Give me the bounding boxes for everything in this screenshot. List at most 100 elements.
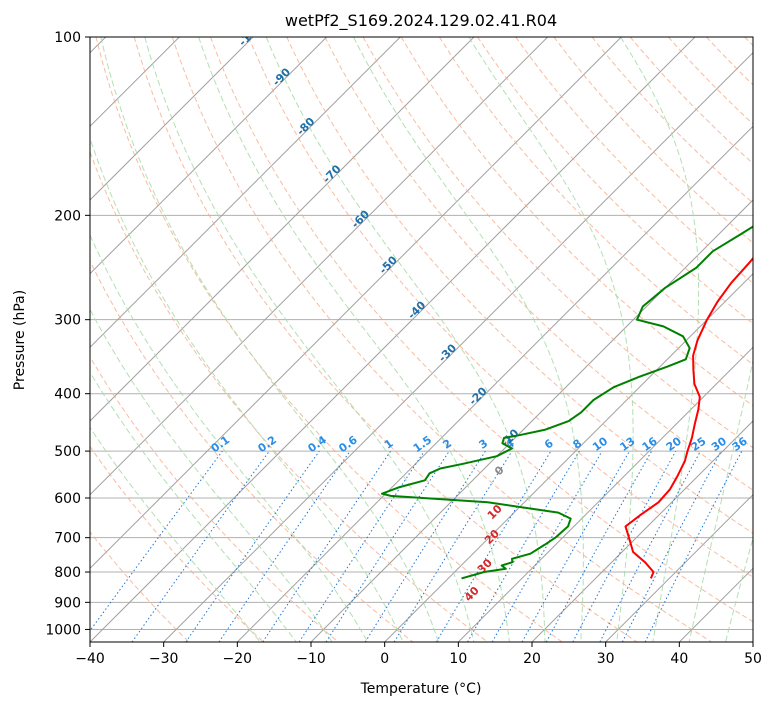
dry-adiabat-label: -60 — [349, 207, 372, 230]
dry-adiabat-label: -100 — [236, 20, 265, 49]
isotherm-line — [90, 37, 622, 570]
moist-adiabat-line — [144, 37, 475, 642]
x-tick-label: −20 — [223, 651, 253, 667]
mixing-ratio-line — [90, 450, 223, 632]
dry-adiabat-line — [90, 259, 414, 642]
dry-adiabat-line — [286, 37, 753, 534]
mixing-ratio-line — [599, 450, 701, 642]
mixing-ratio-line — [644, 450, 743, 642]
temperature-profile-line — [624, 256, 753, 579]
chart-title: wetPf2_S169.2024.129.02.41.R04 — [285, 11, 557, 31]
x-tick-label: −40 — [75, 651, 105, 667]
mixing-ratio-line — [131, 450, 270, 642]
moist-adiabat-line — [90, 136, 404, 642]
isotherm-line — [90, 37, 696, 642]
dry-adiabat-line — [90, 445, 264, 642]
x-tick-label: −10 — [296, 651, 326, 667]
dry-adiabat-line — [362, 37, 753, 449]
mixing-ratio-line — [521, 450, 630, 642]
moist-adiabat-line — [265, 37, 546, 642]
mixing-ratio-line — [621, 450, 722, 642]
mixing-ratio-label: 1.5 — [411, 433, 434, 455]
y-axis-title: Pressure (hPa) — [12, 290, 28, 390]
moist-adiabat-line — [90, 233, 369, 642]
dewpoint-profile-line — [381, 225, 753, 580]
mixing-ratio-line — [325, 450, 450, 642]
dry-adiabat-line — [515, 37, 753, 284]
dry-adiabat-label: -30 — [436, 341, 459, 364]
moist-adiabat-line — [353, 37, 584, 642]
dry-adiabat-line — [210, 37, 753, 623]
dry-adiabat-line — [248, 37, 753, 578]
dry-adiabat-line — [400, 37, 753, 407]
dry-adiabat-line — [438, 37, 753, 366]
mixing-ratio-label: 0.1 — [209, 433, 232, 455]
mixing-ratio-line — [262, 450, 392, 642]
x-tick-label: 30 — [597, 651, 615, 667]
mixing-ratio-label: 0.6 — [336, 433, 360, 455]
isotherm-line — [163, 51, 753, 642]
dry-adiabat-line — [706, 37, 753, 86]
y-axis: 100 200 300 400 500 600 700 800 900 1000 — [45, 30, 90, 638]
isotherm-line — [605, 493, 753, 642]
isotherm-line — [310, 199, 753, 642]
plot-frame — [89, 36, 754, 643]
isotherm-line — [531, 420, 753, 642]
mixing-ratio-label: 0.4 — [306, 433, 330, 455]
moist-adiabat-line — [198, 37, 510, 642]
mixing-ratio-line — [218, 450, 351, 642]
dry-adiabat-label: -10 — [498, 426, 521, 449]
dry-adiabat-line — [553, 37, 753, 244]
dry-adiabat-line — [171, 37, 712, 642]
x-axis: −40 −30 −20 −10 0 10 20 30 40 50 — [75, 642, 762, 667]
y-tick-label: 700 — [54, 531, 81, 547]
y-tick-label: 200 — [54, 208, 81, 224]
dry-adiabat-label: -70 — [320, 162, 343, 185]
moist-adiabat-line — [90, 426, 261, 642]
moist-adiabat-label: 0 — [492, 463, 507, 478]
mixing-ratio-line — [185, 450, 320, 642]
x-axis-title: Temperature (°C) — [360, 681, 482, 697]
x-tick-label: 50 — [744, 651, 762, 667]
isotherm-line — [752, 641, 753, 642]
dry-adiabat-line — [133, 37, 638, 642]
moist-adiabat-label: 20 — [482, 527, 502, 547]
y-tick-label: 800 — [54, 565, 81, 581]
isotherm-line — [384, 272, 753, 642]
isotherm-line — [90, 37, 549, 496]
moist-adiabat-line — [90, 308, 333, 642]
mixing-ratio-label: 6 — [542, 437, 556, 452]
plot-area: 0.1 0.2 0.4 0.6 1 1.5 2 3 4 6 8 10 13 16 20 25 30 36-100-… — [90, 20, 775, 642]
y-tick-label: 300 — [54, 313, 81, 329]
dry-adiabat-line — [324, 37, 753, 491]
x-tick-label: 40 — [670, 651, 688, 667]
x-tick-label: 0 — [380, 651, 389, 667]
dry-adiabat-line — [90, 356, 339, 642]
isotherm-line — [457, 346, 753, 642]
mixing-ratio-line — [435, 450, 552, 642]
dry-adiabat-line — [90, 531, 190, 642]
y-tick-label: 600 — [54, 491, 81, 507]
y-tick-label: 100 — [54, 30, 81, 46]
moist-adiabat-line — [688, 358, 753, 642]
isotherm-line — [90, 37, 254, 201]
moist-adiabat-line — [620, 37, 700, 642]
isotherm-line — [90, 37, 401, 349]
dry-adiabat-line — [90, 150, 488, 642]
mixing-ratio-label: 3 — [477, 437, 491, 452]
moist-adiabat-line — [762, 37, 775, 642]
y-tick-label: 400 — [54, 387, 81, 403]
dry-adiabat-label: -20 — [466, 384, 489, 407]
isotherm-line — [678, 567, 753, 642]
mixing-ratio-line — [393, 450, 513, 642]
dry-adiabat-label: -40 — [405, 298, 428, 321]
isotherm-line — [236, 125, 753, 642]
mixing-ratio-label: 2 — [440, 437, 454, 452]
y-tick-label: 500 — [54, 444, 81, 460]
x-tick-label: −30 — [149, 651, 179, 667]
dry-adiabat-line — [591, 37, 753, 204]
mixing-ratio-line — [545, 450, 653, 642]
moist-adiabat-line — [468, 37, 634, 642]
isotherm-line — [90, 37, 328, 275]
moist-adiabat-line — [100, 37, 439, 642]
